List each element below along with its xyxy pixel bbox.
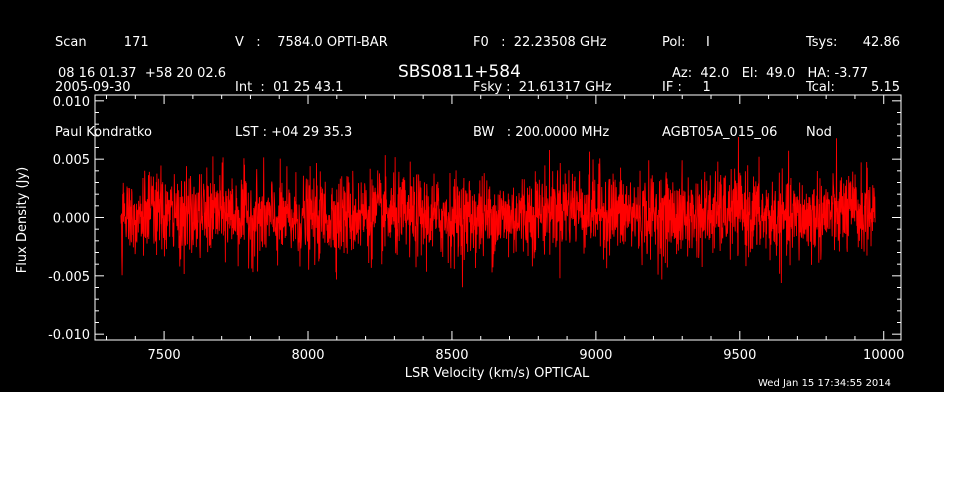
header-line: IF : 1: [662, 80, 711, 95]
header-line: F0 : 22.23508 GHz: [473, 35, 607, 50]
x-tick-label: 9000: [579, 348, 612, 363]
y-tick-label: -0.005: [48, 270, 90, 285]
spectrum-trace: [120, 136, 876, 288]
timestamp: Wed Jan 15 17:34:55 2014: [758, 378, 892, 389]
spectrum-plot: 7500 8000 8500 9000 9500 10000 -0.010 -0.005 0.…: [15, 94, 904, 381]
az-el-ha-readout: Az: 42.0 El: 49.0 HA: -3.77: [672, 66, 869, 81]
header-line: 2005-09-30: [55, 80, 131, 95]
y-tick-label: 0.000: [53, 212, 90, 227]
header-line: Pol: I: [662, 35, 710, 50]
header-line: BW : 200.0000 MHz: [473, 125, 610, 140]
header-line: Scan 171: [55, 35, 149, 50]
source-title: SBS0811+584: [398, 62, 521, 82]
x-axis-label: LSR Velocity (km/s) OPTICAL: [405, 366, 590, 381]
y-axis: -0.010 -0.005 0.000 0.005 0.010: [48, 95, 901, 343]
y-tick-label: -0.010: [48, 328, 90, 343]
x-tick-label: 7500: [148, 348, 181, 363]
header-line: Tsys:: [806, 35, 838, 50]
header-line: Paul Kondratko: [55, 125, 152, 140]
spectrum-line: [120, 136, 876, 288]
x-tick-label: 8500: [435, 348, 468, 363]
tsys-value: 42.86: [862, 35, 900, 50]
x-tick-label: 10000: [863, 348, 904, 363]
y-axis-label: Flux Density (Jy): [15, 167, 30, 273]
header-tsys-labels: Tsys: Tcal: Nod: [806, 5, 837, 170]
y-tick-label: 0.005: [53, 153, 90, 168]
header-line: Fsky : 21.61317 GHz: [473, 80, 612, 95]
header-tsys-values: 42.86 5.15: [850, 5, 900, 125]
header-line: AGBT05A_015_06: [662, 125, 778, 140]
header-line: V : 7584.0 OPTI-BAR: [235, 35, 388, 50]
header-frequency-info: F0 : 22.23508 GHz Fsky : 21.61317 GHz BW…: [473, 5, 612, 170]
x-tick-label: 8000: [291, 348, 324, 363]
source-coordinates: 08 16 01.37 +58 20 02.6: [58, 66, 227, 81]
plot-panel: Scan 171 2005-09-30 Paul Kondratko V : 7…: [0, 0, 944, 392]
y-tick-label: 0.010: [53, 95, 90, 110]
header-scan-info: Scan 171 2005-09-30 Paul Kondratko: [55, 5, 152, 170]
x-axis: 7500 8000 8500 9000 9500 10000: [106, 95, 904, 363]
header-polarization-info: Pol: I IF : 1 AGBT05A_015_06: [662, 5, 777, 170]
tcal-value: 5.15: [871, 80, 900, 95]
header-line: Int : 01 25 43.1: [235, 80, 344, 95]
header-line: Tcal:: [806, 80, 835, 95]
header-line: Nod: [806, 125, 832, 140]
header-velocity-info: V : 7584.0 OPTI-BAR Int : 01 25 43.1 LST…: [235, 5, 388, 170]
header-line: LST : +04 29 35.3: [235, 125, 353, 140]
x-tick-label: 9500: [723, 348, 756, 363]
